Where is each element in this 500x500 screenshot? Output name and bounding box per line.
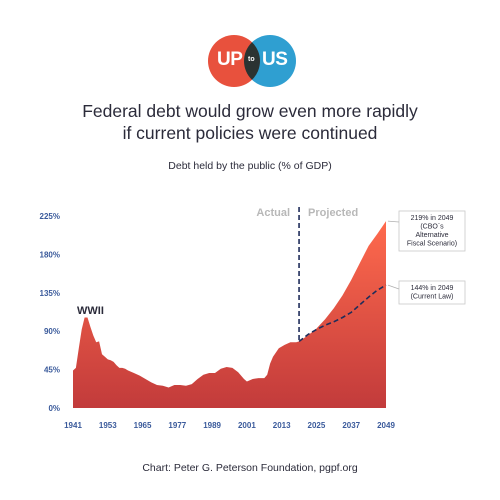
x-tick-label: 2025 [308, 421, 326, 430]
chart-title-line-1: Federal debt would grow even more rapidl… [82, 101, 418, 121]
phase-label-projected: Projected [308, 207, 358, 219]
end-label-alternative-fiscal-text: Fiscal Scenario) [407, 241, 457, 248]
logo-blue-circle [244, 35, 296, 87]
logo-up-text: UP [217, 49, 243, 70]
end-label-current-law-text: (Current Law) [411, 294, 454, 301]
series-line-current-law [298, 284, 387, 343]
plot-area: Actual Projected 0% 45% 90% 135% 180% 225% 1941 1… [40, 207, 466, 430]
series-area-alternative-fiscal [73, 221, 386, 408]
end-label-alternative-fiscal-leader [387, 220, 400, 223]
y-tick-label: 180% [40, 250, 60, 259]
end-label-current-law-leader [387, 284, 400, 290]
x-tick-label: 1977 [168, 421, 186, 430]
y-tick-label: 225% [40, 212, 60, 221]
y-tick-label: 45% [44, 366, 60, 375]
x-tick-label: 2037 [342, 421, 360, 430]
x-tick-label: 1989 [203, 421, 221, 430]
x-tick-label: 1941 [64, 421, 82, 430]
logo-us-text: US [262, 49, 288, 70]
source-credit: Chart: Peter G. Peterson Foundation, pgp… [142, 462, 358, 474]
end-label-alternative-fiscal-text: Alternative [415, 232, 448, 239]
y-tick-label: 90% [44, 327, 60, 336]
x-tick-label: 2013 [273, 421, 291, 430]
end-label-alternative-fiscal-text: 219% in 2049 [411, 215, 454, 222]
end-label-current-law-box [398, 280, 466, 305]
y-tick-label: 0% [48, 404, 60, 413]
x-tick-label: 2001 [238, 421, 256, 430]
end-label-current-law-text: 144% in 2049 [411, 285, 454, 292]
end-label-alternative-fiscal-text: (CBO`s [420, 224, 444, 231]
up-to-us-logo: UP to US [206, 32, 296, 90]
y-tick-label: 135% [40, 289, 60, 298]
logo-to-text: to [248, 56, 255, 63]
chart-subtitle: Debt held by the public (% of GDP) [168, 160, 332, 172]
end-label-alternative-fiscal-box [398, 210, 466, 252]
chart-title: Federal debt would grow even more rapidl… [0, 100, 500, 144]
annotation-wwii: WWII [77, 305, 104, 317]
x-tick-label: 1965 [134, 421, 152, 430]
x-tick-label: 1953 [99, 421, 117, 430]
chart-title-line-2: if current policies were continued [122, 123, 378, 143]
phase-label-actual: Actual [256, 207, 290, 219]
x-tick-label: 2049 [377, 421, 395, 430]
